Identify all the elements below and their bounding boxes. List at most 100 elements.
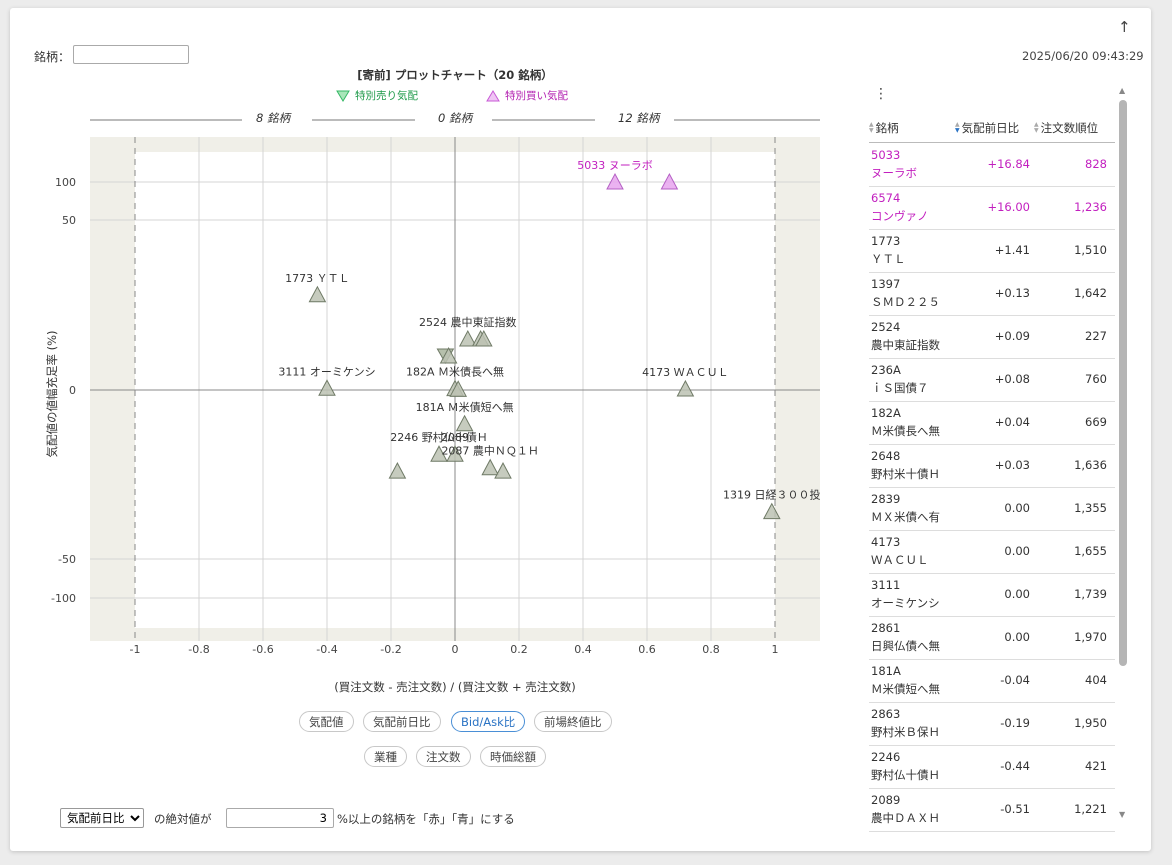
row-rank: 1,510 bbox=[1074, 243, 1107, 257]
data-point[interactable] bbox=[455, 414, 474, 432]
table-row[interactable]: 236A ｉＳ国債７ +0.08 760 bbox=[869, 359, 1115, 402]
row-rank: 1,355 bbox=[1074, 501, 1107, 515]
y-tick-label: 50 bbox=[62, 214, 76, 227]
table-row[interactable]: 3111 オーミケンシ 0.00 1,739 bbox=[869, 574, 1115, 617]
data-point[interactable] bbox=[430, 445, 448, 462]
table-row[interactable]: 4173 ＷＡＣＵＬ 0.00 1,655 bbox=[869, 531, 1115, 574]
data-point[interactable] bbox=[308, 285, 327, 303]
table-row[interactable]: 182A Ｍ米債長へ無 +0.04 669 bbox=[869, 402, 1115, 445]
table-row[interactable]: 2839 ＭＸ米債へ有 0.00 1,355 bbox=[869, 488, 1115, 531]
data-point[interactable] bbox=[458, 329, 477, 347]
table-row[interactable]: 181A Ｍ米債短へ無 -0.04 404 bbox=[869, 660, 1115, 703]
x-tick-label: 0.6 bbox=[638, 643, 656, 656]
row-change: 0.00 bbox=[1004, 630, 1030, 644]
row-name: ＷＡＣＵＬ bbox=[871, 553, 929, 567]
y-tick-label: -100 bbox=[51, 592, 76, 605]
row-name: 農中東証指数 bbox=[871, 338, 940, 352]
row-change: 0.00 bbox=[1004, 501, 1030, 515]
row-name: ヌーラボ bbox=[871, 166, 917, 180]
threshold-suffix: %以上の銘柄を「赤」「青」にする bbox=[337, 812, 515, 826]
row-change: -0.51 bbox=[1000, 802, 1030, 816]
row-rank: 404 bbox=[1085, 673, 1107, 687]
table-row[interactable]: 2863 野村米Ｂ保Ｈ -0.19 1,950 bbox=[869, 703, 1115, 746]
chip-industry[interactable]: 業種 bbox=[364, 746, 407, 767]
row-code: 5033 bbox=[871, 148, 901, 162]
table-body: 5033 ヌーラボ +16.84 828 6574 コンヴァノ +16.00 1,236 177… bbox=[869, 144, 1115, 834]
legend-sell[interactable]: 特別売り気配 bbox=[336, 88, 418, 103]
row-name: コンヴァノ bbox=[871, 209, 929, 223]
scroll-top-icon[interactable]: ↑ bbox=[1118, 18, 1131, 36]
col-symbol-label: 銘柄 bbox=[875, 121, 899, 135]
timestamp: 2025/06/20 09:43:29 bbox=[1022, 49, 1144, 63]
threshold-prefix: の絶対値が bbox=[154, 812, 212, 826]
chip-morning-close-ratio[interactable]: 前場終値比 bbox=[534, 711, 612, 732]
sort-icon: ▲ ▼ bbox=[1034, 121, 1039, 134]
scroll-up-icon[interactable]: ▲ bbox=[1119, 86, 1126, 95]
more-menu-icon[interactable]: ⋮ bbox=[874, 86, 888, 102]
y-tick-label: 0 bbox=[69, 384, 76, 397]
row-code: 236A bbox=[871, 363, 901, 377]
table-row[interactable]: 2246 野村仏十債Ｈ -0.44 421 bbox=[869, 746, 1115, 789]
row-code: 6574 bbox=[871, 191, 901, 205]
chip-market-cap[interactable]: 時価総額 bbox=[480, 746, 546, 767]
table-scrollbar[interactable]: ▲ ▼ bbox=[1118, 86, 1128, 824]
row-code: 4173 bbox=[871, 535, 901, 549]
col-symbol[interactable]: ▲ ▼ 銘柄 bbox=[869, 120, 899, 136]
chip-quote[interactable]: 気配値 bbox=[299, 711, 354, 732]
row-change: 0.00 bbox=[1004, 544, 1030, 558]
row-change: 0.00 bbox=[1004, 587, 1030, 601]
data-point[interactable] bbox=[449, 380, 468, 397]
row-code: 2863 bbox=[871, 707, 901, 721]
row-change: +1.41 bbox=[994, 243, 1030, 257]
col-order-rank[interactable]: ▲ ▼ 注文数順位 bbox=[1034, 120, 1098, 136]
row-change: +16.84 bbox=[987, 157, 1030, 171]
table-row[interactable]: 2089 農中ＤＡＸＨ -0.51 1,221 bbox=[869, 789, 1115, 832]
point-label: 181A Ｍ米債短へ無 bbox=[416, 400, 514, 414]
metric-select[interactable]: 気配前日比 bbox=[60, 808, 144, 828]
data-point[interactable] bbox=[481, 458, 500, 476]
data-point[interactable] bbox=[446, 445, 464, 462]
point-label: 3111 オーミケンシ bbox=[278, 365, 375, 378]
scroll-thumb[interactable] bbox=[1119, 100, 1127, 666]
table-row[interactable]: 6574 コンヴァノ +16.00 1,236 bbox=[869, 187, 1115, 230]
legend-sell-label: 特別売り気配 bbox=[355, 90, 418, 102]
data-point[interactable] bbox=[439, 346, 458, 364]
scatter-chart: -1 -0.8 -0.6 -0.4 -0.2 0 0.2 0.4 0.6 0.8 1 100 50 0 -5… bbox=[51, 119, 821, 656]
data-point[interactable] bbox=[474, 329, 493, 347]
row-code: 1773 bbox=[871, 234, 901, 248]
data-point[interactable] bbox=[494, 462, 512, 479]
chip-bid-ask-ratio[interactable]: Bid/Ask比 bbox=[451, 711, 526, 732]
symbol-input[interactable] bbox=[73, 45, 189, 64]
row-change: -0.04 bbox=[1000, 673, 1030, 687]
row-name: ｉＳ国債７ bbox=[871, 381, 929, 395]
data-point[interactable] bbox=[660, 172, 679, 190]
row-name: 野村仏十債Ｈ bbox=[871, 768, 940, 782]
threshold-input[interactable] bbox=[226, 808, 334, 828]
col-change[interactable]: ▲ ▼ 気配前日比 bbox=[955, 120, 1019, 136]
data-point[interactable] bbox=[388, 462, 407, 479]
point-label: 2246 野村仏十債Ｈ bbox=[390, 430, 488, 444]
data-point[interactable] bbox=[762, 502, 781, 520]
legend-buy[interactable]: 特別買い気配 bbox=[486, 88, 568, 103]
table-row[interactable]: 2648 野村米十債Ｈ +0.03 1,636 bbox=[869, 445, 1115, 488]
table-row[interactable]: 1773 ＹＴＬ +1.41 1,510 bbox=[869, 230, 1115, 273]
chip-quote-change[interactable]: 気配前日比 bbox=[363, 711, 441, 732]
row-code: 3111 bbox=[871, 578, 901, 592]
chip-order-count[interactable]: 注文数 bbox=[416, 746, 471, 767]
row-rank: 227 bbox=[1085, 329, 1107, 343]
table-row[interactable]: 2524 農中東証指数 +0.09 227 bbox=[869, 316, 1115, 359]
row-rank: 1,739 bbox=[1074, 587, 1107, 601]
data-point[interactable] bbox=[318, 379, 336, 396]
row-name: ＹＴＬ bbox=[871, 252, 906, 266]
data-point[interactable] bbox=[606, 172, 624, 190]
scroll-down-icon[interactable]: ▼ bbox=[1119, 810, 1126, 819]
table-row[interactable]: 5033 ヌーラボ +16.84 828 bbox=[869, 144, 1115, 187]
data-point[interactable] bbox=[676, 379, 695, 397]
row-rank: 1,236 bbox=[1074, 200, 1107, 214]
col-order-rank-label: 注文数順位 bbox=[1040, 121, 1099, 135]
y-axis-label: 気配値の値幅充足率 (%) bbox=[45, 330, 59, 458]
x-tick-label: -0.8 bbox=[188, 643, 209, 656]
row-code: 2839 bbox=[871, 492, 901, 506]
table-row[interactable]: 2861 日興仏債へ無 0.00 1,970 bbox=[869, 617, 1115, 660]
table-row[interactable]: 1397 ＳＭＤ２２５ +0.13 1,642 bbox=[869, 273, 1115, 316]
